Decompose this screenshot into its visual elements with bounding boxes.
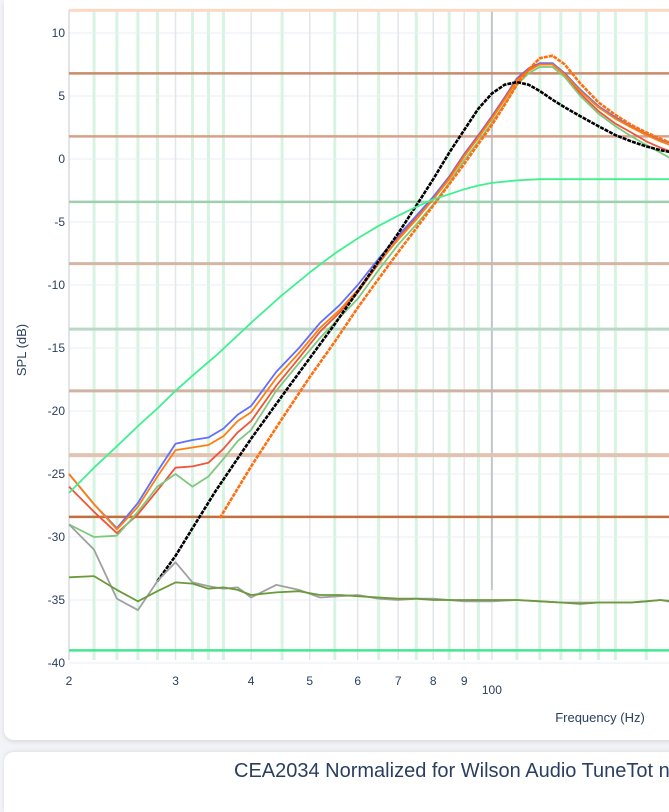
x-tick-labels: 234567891002345678910 <box>66 674 503 697</box>
x-tick-label: 4 <box>248 674 255 688</box>
series-group <box>68 54 669 611</box>
y-tick-label: -20 <box>48 404 66 418</box>
y-tick-label: -15 <box>48 341 66 355</box>
series-line-2 <box>68 63 669 535</box>
y-tick-label: -25 <box>48 467 66 481</box>
series-line-8 <box>68 523 669 611</box>
y-tick-label: 5 <box>58 89 65 103</box>
series-line-7 <box>68 178 669 494</box>
y-tick-label: 0 <box>58 152 65 166</box>
series-line-6 <box>156 80 669 582</box>
y-tick-label: -40 <box>48 656 66 670</box>
y-tick-label: -10 <box>48 278 66 292</box>
series-line-5 <box>218 54 669 519</box>
x-tick-label: 8 <box>430 674 437 688</box>
x-axis-title: Frequency (Hz) <box>555 710 645 725</box>
grid-lines-faint <box>92 10 648 660</box>
y-axis-title: SPL (dB) <box>14 324 29 376</box>
y-tick-label: -30 <box>48 530 66 544</box>
y-tick-label: -5 <box>54 215 65 229</box>
x-tick-label: 3 <box>172 674 179 688</box>
series-line-9 <box>68 575 669 605</box>
x-tick-label: 5 <box>306 674 313 688</box>
series-line-1 <box>68 62 669 530</box>
x-tick-label: 7 <box>395 674 402 688</box>
x-tick-label: 100 <box>482 683 502 697</box>
next-chart-title: CEA2034 Normalized for Wilson Audio Tune… <box>234 760 669 782</box>
y-tick-label: 10 <box>52 26 66 40</box>
x-tick-label: 6 <box>354 674 361 688</box>
y-tick-labels: 10 5 0 -5 -10 -15 -20 -25 -30 -35 -40 <box>48 26 66 670</box>
series-line-4 <box>68 63 669 531</box>
x-tick-label: 9 <box>461 674 468 688</box>
series-line-3 <box>68 66 669 538</box>
x-tick-label: 2 <box>66 674 73 688</box>
plot-area <box>69 10 669 660</box>
y-tick-label: -35 <box>48 593 66 607</box>
